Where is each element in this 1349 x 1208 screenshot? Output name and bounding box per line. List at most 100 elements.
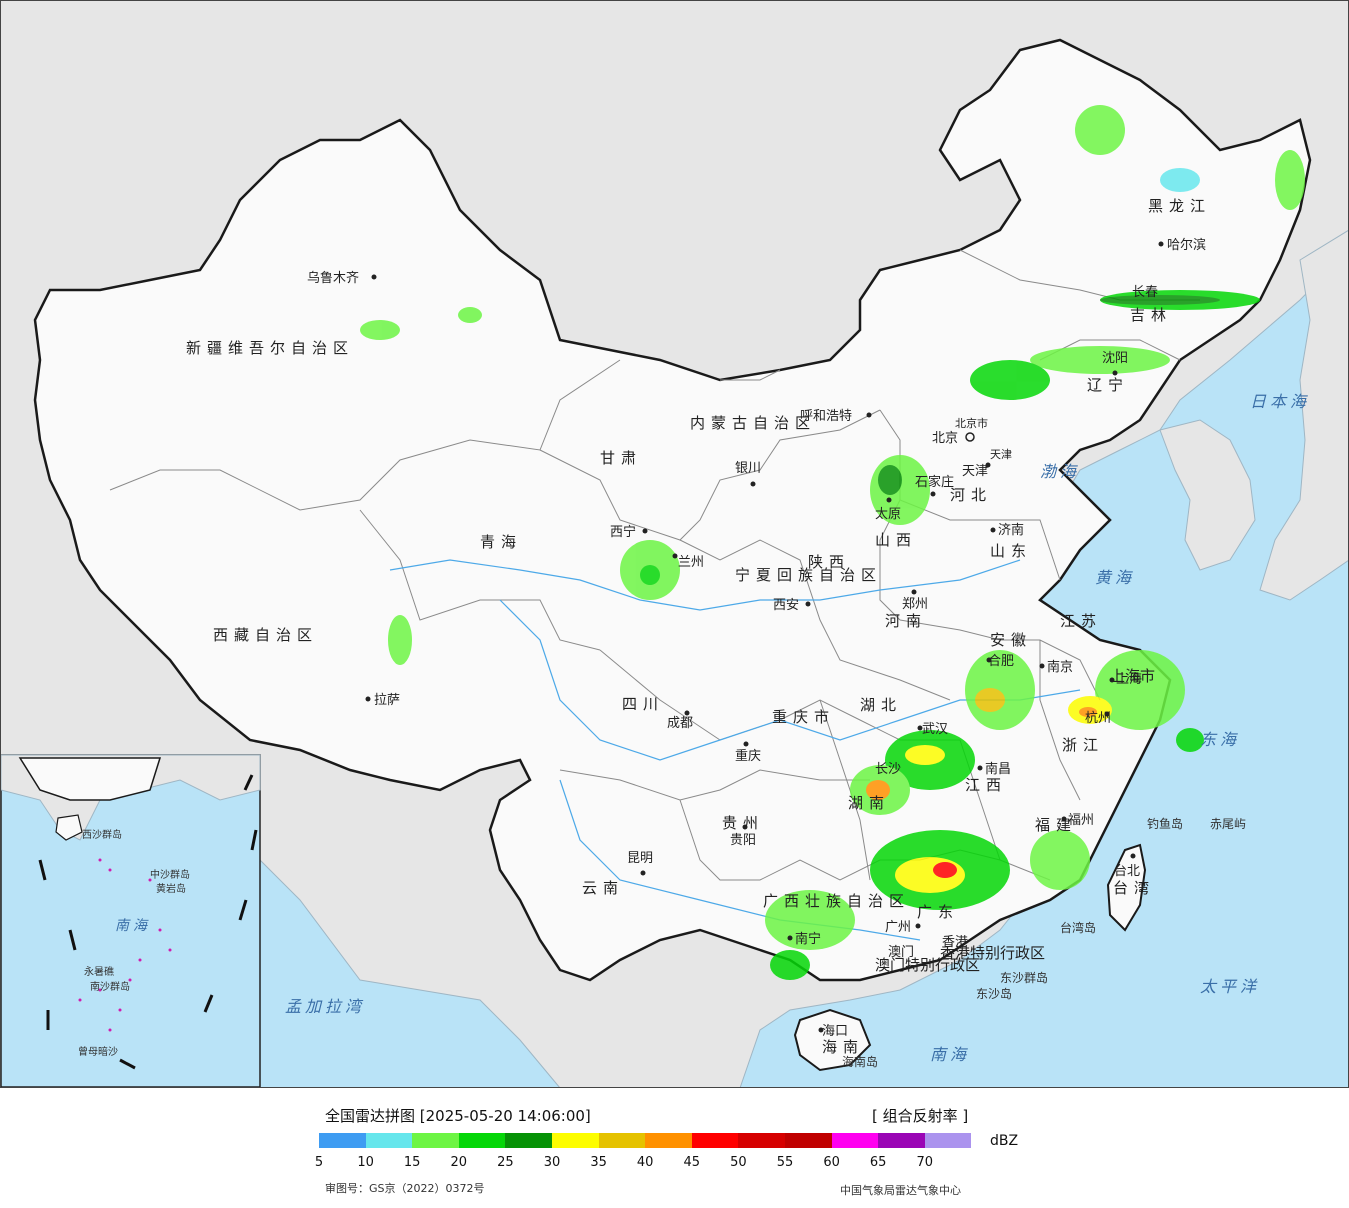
province-label-liaoning: 辽宁 (1087, 376, 1129, 394)
province-label-shanghai: 上海市 (1110, 667, 1155, 685)
city-label-urumqi: 乌鲁木齐 (307, 270, 359, 286)
legend-swatch (551, 1133, 599, 1148)
review-number: 审图号：GS京（2022）0372号 (325, 1182, 485, 1195)
japan-land (1259, 229, 1349, 601)
province-label-macau: 澳门特别行政区 (875, 956, 980, 974)
province-labels: 新疆维吾尔自治区 西藏自治区 青海 甘肃 内蒙古自治区 黑龙江 吉林 辽宁 河北… (186, 197, 1205, 1056)
legend-title: 全国雷达拼图 [2025-05-20 14:06:00] (325, 1107, 591, 1125)
legend-tick-label: 10 (357, 1155, 374, 1170)
city-label-chongqing: 重庆 (735, 748, 761, 764)
inset-label-nansha: 南沙群岛 (90, 980, 130, 993)
island-label-dongsha: 东沙群岛 (1000, 970, 1048, 985)
data-source: 中国气象局雷达气象中心 (840, 1184, 961, 1197)
china-territory (33, 38, 1312, 982)
province-label-hubei: 湖北 (860, 696, 902, 714)
legend-tick-label: 5 (314, 1155, 324, 1170)
legend-product: [ 组合反射率 ] (872, 1107, 969, 1125)
inset-sea-label: 南海 (115, 918, 151, 934)
city-label-lanzhou: 兰州 (678, 555, 704, 570)
sea-label-bohai: 渤海 (1040, 462, 1080, 481)
city-label-taipei: 台北 (1114, 864, 1140, 879)
legend-color-bar (319, 1133, 972, 1148)
province-label-hunan: 湖南 (848, 794, 890, 812)
legend-tick-label: 15 (403, 1155, 421, 1170)
city-label-shanghai: 上海 (1116, 672, 1142, 687)
province-label-neimenggu: 内蒙古自治区 (690, 414, 816, 432)
legend-swatch (319, 1133, 366, 1148)
city-label-changsha: 长沙 (875, 762, 901, 777)
province-label-guizhou: 贵州 (722, 814, 764, 832)
legend-tick-label: 65 (869, 1155, 887, 1170)
legend-tick-label: 40 (636, 1155, 654, 1170)
province-label-jiangxi: 江西 (965, 776, 1007, 794)
city-label-changchun: 长春 (1132, 285, 1158, 300)
province-label-taiwan: 台湾 (1113, 879, 1155, 897)
province-label-jiangsu: 江苏 (1060, 612, 1102, 630)
radar-map: 日本海 渤海 黄海 东海 太平洋 南海 孟加拉湾 钓鱼岛 赤尾屿 台湾岛 东沙群… (0, 0, 1349, 1088)
province-label-xinjiang: 新疆维吾尔自治区 (186, 339, 354, 357)
city-label-guiyang: 贵阳 (730, 833, 756, 848)
province-label-shaanxi: 陕西 (808, 553, 850, 571)
city-label-xining: 西宁 (610, 524, 636, 540)
city-label-chengdu: 成都 (667, 716, 693, 731)
legend-tick-label: 20 (450, 1155, 468, 1170)
city-markers (365, 241, 1164, 1033)
legend-swatch (691, 1133, 739, 1148)
sea-label-yellow: 黄海 (1095, 568, 1135, 587)
hainan-island (793, 1008, 872, 1072)
legend-tick-label: 70 (916, 1155, 934, 1170)
legend-unit: dBZ (990, 1133, 1019, 1149)
city-label-shenyang: 沈阳 (1102, 351, 1128, 366)
province-label-sichuan: 四川 (622, 695, 664, 713)
province-label-tianjin: 天津 (990, 448, 1012, 461)
legend-swatch (738, 1133, 785, 1148)
island-label-hainan: 海南岛 (842, 1054, 878, 1069)
city-label-guangzhou: 广州 (885, 920, 911, 935)
inset-label-yongshu: 永暑礁 (84, 965, 114, 978)
city-label-xian: 西安 (773, 598, 799, 613)
legend-swatch (831, 1133, 879, 1148)
legend-panel (0, 1088, 1349, 1208)
city-label-lhasa: 拉萨 (374, 693, 400, 708)
south-china-sea-inset: 西沙群岛 中沙群岛 黄岩岛 南沙群岛 曾母暗沙 永暑礁 南海 (0, 754, 261, 1088)
province-label-xizang: 西藏自治区 (213, 626, 318, 644)
island-labels: 钓鱼岛 赤尾屿 台湾岛 东沙群岛 东沙岛 海南岛 (842, 816, 1246, 1069)
province-label-jilin: 吉林 (1130, 306, 1172, 324)
province-label-yunnan: 云南 (582, 879, 624, 897)
sea-labels: 日本海 渤海 黄海 东海 太平洋 南海 孟加拉湾 (285, 392, 1306, 1064)
legend-swatch (645, 1133, 692, 1148)
legend-swatch (598, 1133, 646, 1148)
city-label-hangzhou: 杭州 (1085, 711, 1111, 726)
legend-swatch (878, 1133, 925, 1148)
province-label-qinghai: 青海 (480, 533, 522, 551)
city-label-hefei: 合肥 (988, 654, 1014, 669)
sea-label-bengal: 孟加拉湾 (285, 997, 365, 1016)
legend-swatch (365, 1133, 413, 1148)
legend-tick-label: 35 (590, 1155, 607, 1170)
legend-tick-label: 45 (683, 1155, 701, 1170)
inset-label-huangyan: 黄岩岛 (156, 882, 186, 895)
city-label-nanchang: 南昌 (985, 761, 1011, 777)
sea-label-east: 东海 (1200, 730, 1240, 749)
city-label-jinan: 济南 (998, 522, 1024, 538)
legend-tick-label: 50 (730, 1155, 747, 1170)
island-label-dongsha-dao: 东沙岛 (976, 986, 1012, 1001)
city-label-beijing: 北京 (932, 431, 958, 446)
korea-land (1159, 419, 1256, 571)
city-label-hongkong: 香港 (942, 935, 968, 950)
province-label-zhejiang: 浙江 (1062, 736, 1104, 754)
province-label-anhui: 安徽 (990, 631, 1032, 649)
city-label-kunming: 昆明 (627, 851, 653, 866)
city-label-taiyuan: 太原 (875, 507, 901, 522)
province-label-ningxia: 宁夏回族自治区 (735, 566, 882, 584)
province-label-hongkong: 香港特别行政区 (940, 944, 1045, 962)
province-label-guangxi: 广西壮族自治区 (763, 892, 910, 910)
taiwan-island (1106, 843, 1147, 932)
sea-label-pacific: 太平洋 (1200, 977, 1260, 996)
inset-label-xisha: 西沙群岛 (82, 828, 122, 841)
city-label-haikou: 海口 (822, 1024, 848, 1039)
province-label-hebei: 河北 (950, 486, 992, 504)
province-label-guangdong: 广东 (917, 903, 959, 921)
legend-tick-label: 55 (776, 1155, 794, 1170)
